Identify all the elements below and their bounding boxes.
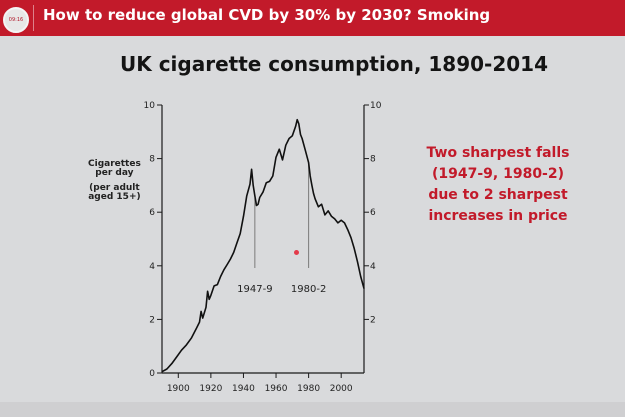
- y-axis-label-line: per day: [95, 168, 134, 178]
- consumption-series-line: [161, 118, 365, 373]
- annotation-line: (1947-9, 1980-2): [431, 166, 565, 182]
- header-title: How to reduce global CVD by 30% by 2030?…: [43, 6, 491, 24]
- slide-title: UK cigarette consumption, 1890-2014: [120, 52, 549, 76]
- x-tick-label: 1960: [265, 384, 288, 394]
- x-tick-label: 2000: [330, 384, 353, 394]
- annotation-label: 1947-9: [237, 284, 272, 295]
- annotation-label: 1980-2: [291, 284, 326, 295]
- y-tick-label-right: 4: [370, 262, 376, 272]
- slide-footer: [0, 402, 625, 417]
- y-tick-label-left: 2: [149, 315, 155, 325]
- annotation-line: due to 2 sharpest: [428, 187, 568, 203]
- timer-badge: 09:16: [3, 7, 29, 33]
- y-axis-label-line: Cigarettes: [88, 159, 141, 169]
- laser-pointer-dot: [294, 250, 299, 255]
- y-tick-label-left: 10: [144, 101, 156, 111]
- y-tick-label-left: 6: [149, 208, 155, 218]
- x-tick-label: 1940: [232, 384, 255, 394]
- y-tick-label-left: 4: [149, 262, 155, 272]
- y-axis-label: Cigarettes per day (per adult aged 15+): [88, 160, 141, 202]
- y-tick-label-right: 10: [370, 101, 382, 111]
- y-tick-label-right: 2: [370, 315, 376, 325]
- y-axis-label-line: (per adult: [89, 183, 140, 193]
- header-divider: [33, 5, 34, 31]
- y-tick-label-right: 8: [370, 155, 376, 165]
- slide-header: 09:16 How to reduce global CVD by 30% by…: [0, 0, 625, 36]
- y-axis-label-line: aged 15+): [88, 192, 141, 202]
- annotation-line: Two sharpest falls: [426, 145, 570, 161]
- x-tick-label: 1980: [297, 384, 320, 394]
- y-tick-label-left: 0: [149, 369, 155, 379]
- price-annotation: Two sharpest falls (1947-9, 1980-2) due …: [408, 143, 588, 227]
- y-tick-label-left: 8: [149, 155, 155, 165]
- y-tick-label-right: 6: [370, 208, 376, 218]
- x-tick-label: 1920: [199, 384, 222, 394]
- x-tick-label: 1900: [167, 384, 190, 394]
- annotation-line: increases in price: [428, 208, 568, 224]
